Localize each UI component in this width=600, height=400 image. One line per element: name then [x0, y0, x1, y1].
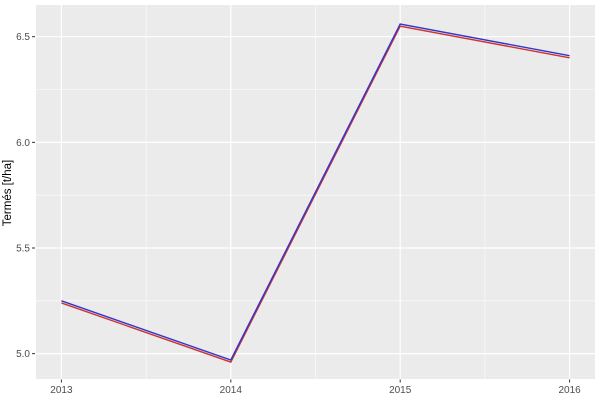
series-line-blue-line — [61, 23, 570, 361]
y-tick-label: 6.5 — [16, 32, 30, 43]
series-line-red-line — [61, 25, 570, 363]
x-tick-label: 2013 — [50, 385, 73, 396]
x-tick-label: 2014 — [220, 385, 243, 396]
y-tick-label: 6.0 — [16, 138, 30, 149]
x-tick-label: 2015 — [389, 385, 412, 396]
chart-layers: 5.0 5.5 6.0 6.5 2013 2014 2015 2016 — [16, 5, 595, 396]
y-tick-label: 5.0 — [16, 349, 30, 360]
y-axis-title: Termés [t/ha] — [2, 160, 14, 226]
x-tick-label: 2016 — [558, 385, 581, 396]
y-tick-label: 5.5 — [16, 243, 30, 254]
